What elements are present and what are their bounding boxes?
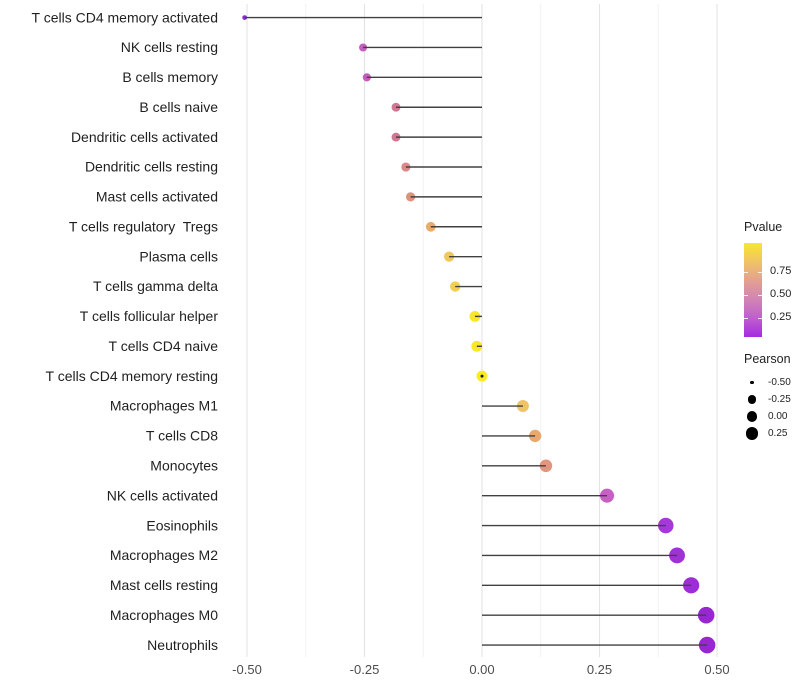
y-axis-label: Macrophages M2	[110, 547, 218, 563]
pearson-dot-cell	[744, 380, 760, 385]
data-point	[669, 547, 685, 564]
pearson-entry-label: -0.25	[768, 394, 791, 405]
pearson-entry-label: 0.00	[768, 411, 788, 422]
pvalue-tick-label: 0.25	[770, 311, 792, 323]
pvalue-tick-mark	[744, 294, 748, 296]
y-axis-label: Neutrophils	[147, 637, 218, 653]
pvalue-legend-title: Pvalue	[744, 220, 783, 234]
pearson-size-dot	[745, 427, 759, 440]
data-point	[539, 459, 553, 473]
y-axis-label: B cells memory	[122, 69, 218, 85]
pearson-size-dot	[746, 411, 758, 422]
y-axis-label: Macrophages M1	[110, 398, 218, 414]
y-axis-label: Macrophages M0	[110, 607, 218, 623]
pearson-size-dot	[747, 395, 757, 404]
pvalue-legend: Pvalue 0.75 0.50 0.25	[744, 220, 800, 337]
y-axis-label: Dendritic cells activated	[71, 129, 218, 145]
y-axis-label: NK cells activated	[107, 487, 218, 503]
pvalue-tick-mark	[758, 294, 762, 296]
data-point	[450, 281, 461, 292]
y-axis-label: T cells CD8	[146, 428, 218, 444]
pvalue-tick-label: 0.75	[770, 264, 792, 277]
y-axis-label: B cells naive	[139, 99, 218, 115]
x-axis-tick-label: 0.00	[469, 662, 494, 677]
pvalue-colorbar-wrap: 0.75 0.50 0.25	[744, 243, 791, 337]
y-axis-label: Mast cells activated	[96, 189, 218, 205]
pvalue-tick-mark	[758, 318, 762, 319]
y-axis-label: Eosinophils	[146, 517, 218, 533]
y-axis-label: Monocytes	[150, 458, 218, 474]
y-axis-label: T cells CD4 memory resting	[46, 368, 218, 384]
pvalue-colorbar-gradient	[744, 243, 762, 337]
pearson-legend-entry: 0.00	[744, 408, 800, 425]
pearson-legend-entry: 0.25	[744, 425, 800, 442]
stem-point	[480, 374, 484, 378]
pearson-dot-cell	[744, 411, 760, 422]
x-axis-tick-label: 0.25	[587, 662, 612, 677]
y-axis-label: NK cells resting	[121, 39, 218, 55]
pearson-legend-title: Pearson	[744, 352, 791, 366]
y-axis-label: T cells CD4 naive	[109, 338, 219, 354]
pvalue-tick-mark	[744, 318, 748, 319]
y-axis-label: T cells regulatory Tregs	[69, 218, 218, 234]
pearson-dot-cell	[744, 395, 760, 404]
x-axis-tick-label: 0.50	[704, 662, 729, 677]
pearson-legend-entries: -0.50 -0.25 0.00 0.25	[744, 374, 800, 442]
pvalue-tick-label: 0.50	[770, 287, 792, 300]
y-axis-label: Dendritic cells resting	[85, 159, 218, 175]
y-axis-label: T cells CD4 memory activated	[32, 9, 218, 25]
pearson-legend-entry: -0.50	[744, 374, 800, 391]
pvalue-tick-mark	[758, 271, 762, 273]
pearson-entry-label: 0.25	[768, 428, 788, 439]
y-axis-label: T cells gamma delta	[93, 278, 218, 294]
pearson-legend-entry: -0.25	[744, 391, 800, 408]
pearson-size-dot	[750, 380, 754, 385]
y-axis-label: Plasma cells	[139, 248, 218, 264]
x-axis-tick-label: -0.50	[232, 662, 262, 677]
pearson-dot-cell	[744, 427, 760, 440]
pvalue-tick-mark	[744, 271, 748, 273]
pearson-legend: Pearson -0.50 -0.25 0.00 0.25	[744, 352, 800, 442]
x-axis-tick-label: -0.25	[350, 662, 380, 677]
y-axis-label: T cells follicular helper	[80, 308, 219, 324]
pearson-entry-label: -0.50	[768, 377, 791, 388]
y-axis-label: Mast cells resting	[110, 577, 218, 593]
